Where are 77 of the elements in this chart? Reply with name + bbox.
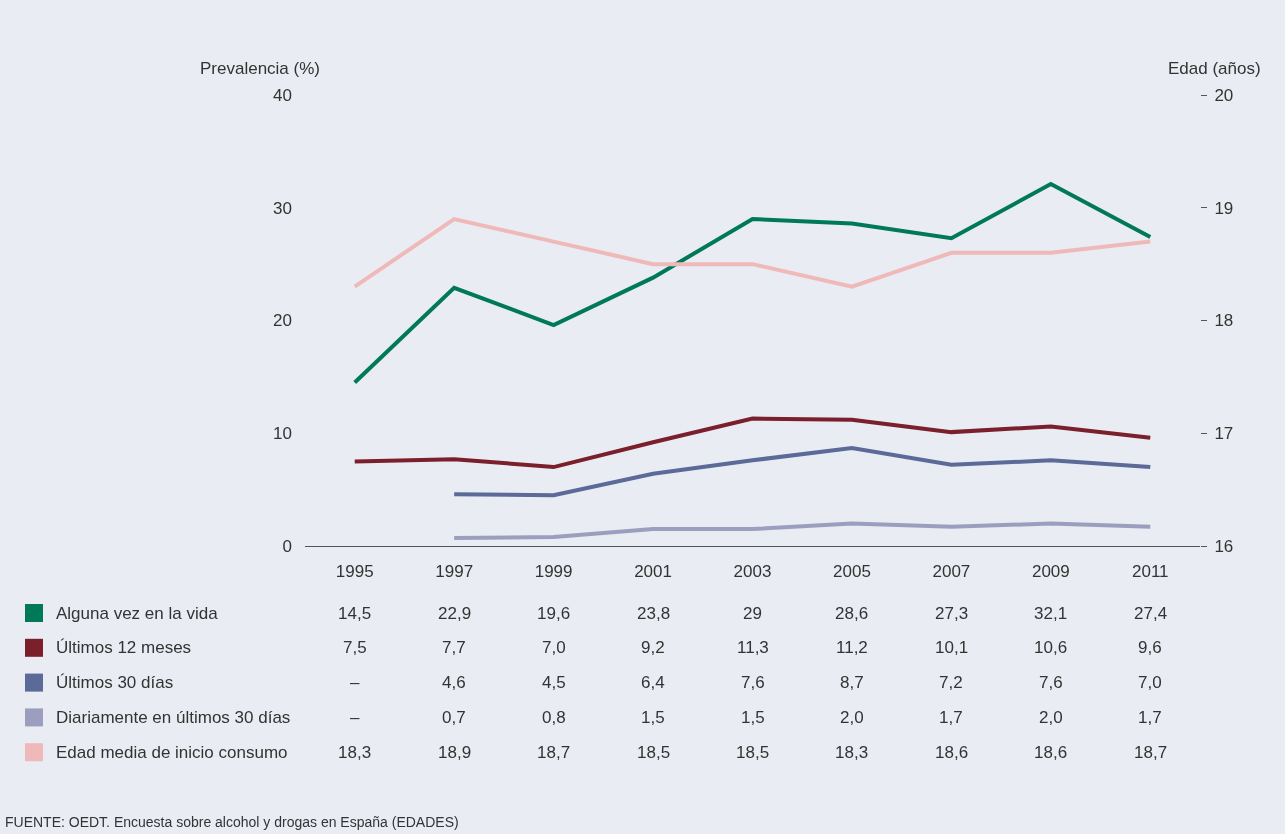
data-label: 7,5 xyxy=(343,638,367,657)
data-label: 18,9 xyxy=(438,743,472,762)
legend-label: Edad media de inicio consumo xyxy=(56,743,288,762)
data-label: 18,6 xyxy=(1034,743,1068,762)
source-note: FUENTE: OEDT. Encuesta sobre alcohol y drogas en España (EDADES) xyxy=(5,814,459,830)
data-label: 10,6 xyxy=(1034,638,1068,657)
data-label: 0,7 xyxy=(442,708,466,727)
x-tick-label: 2009 xyxy=(1031,562,1070,582)
data-label: 11,2 xyxy=(836,638,868,657)
data-label: 7,6 xyxy=(741,673,765,692)
data-label: 18,7 xyxy=(537,743,571,762)
data-label: 7,6 xyxy=(1039,673,1063,692)
x-tick-label: 2011 xyxy=(1132,562,1169,582)
y2-tick-label: 16 xyxy=(1214,536,1234,556)
data-label: 2,0 xyxy=(1039,708,1063,727)
line-series xyxy=(352,217,1153,289)
x-tick-label: 1997 xyxy=(435,562,474,582)
line-series xyxy=(452,445,1153,498)
data-label: 1,7 xyxy=(1138,708,1162,727)
data-label: 22,9 xyxy=(438,604,472,623)
data-label: 18,3 xyxy=(338,743,372,762)
text: – xyxy=(350,673,360,692)
legend-label: Últimos 12 meses xyxy=(56,638,192,657)
y-axis-title: Prevalencia (%) xyxy=(200,59,320,78)
y-tick-label: 20 xyxy=(273,311,292,331)
data-label: 23,8 xyxy=(637,604,671,623)
data-label: 8,7 xyxy=(840,673,864,692)
y-tick-label: 30 xyxy=(273,198,292,218)
legend-label: Alguna vez en la vida xyxy=(56,604,219,623)
x-tick-label: 2001 xyxy=(634,562,672,582)
data-label: 0,8 xyxy=(542,708,566,727)
legend-label: Diariamente en últimos 30 días xyxy=(56,708,291,727)
data-label: 1,5 xyxy=(641,708,665,727)
data-label: 1,7 xyxy=(939,708,963,727)
data-label: 6,4 xyxy=(641,673,665,692)
x-tick-label: 1995 xyxy=(335,562,374,582)
y-tick-label: 40 xyxy=(273,85,292,105)
data-label: 1,5 xyxy=(741,708,765,727)
data-label: 4,5 xyxy=(542,673,566,692)
y-tick-label: 10 xyxy=(273,424,292,444)
data-label: 18,5 xyxy=(637,743,671,762)
line-series xyxy=(352,182,1153,385)
data-label: 2,0 xyxy=(840,708,864,727)
data-label: 7,0 xyxy=(542,638,566,657)
x-tick-label: 1999 xyxy=(534,562,573,582)
data-label: 32,1 xyxy=(1034,604,1068,623)
data-label: 19,6 xyxy=(537,604,571,623)
data-label: 27,3 xyxy=(935,604,969,623)
data-label: 18,5 xyxy=(736,743,770,762)
data-label: 11,3 xyxy=(737,638,769,657)
data-label: 9,2 xyxy=(641,638,665,657)
data-label: 27,4 xyxy=(1134,604,1168,623)
data-label: 14,5 xyxy=(338,604,372,623)
x-tick-label: 2005 xyxy=(833,562,871,582)
data-label: 18,7 xyxy=(1134,743,1168,762)
line-series xyxy=(452,521,1153,541)
data-label: 29 xyxy=(743,604,762,623)
y2-tick-label: 18 xyxy=(1214,311,1234,331)
data-label: 7,0 xyxy=(1138,673,1162,692)
legend-label: Últimos 30 días xyxy=(56,673,174,692)
data-label: 9,6 xyxy=(1138,638,1162,657)
y2-tick-label: 17 xyxy=(1214,424,1234,444)
line-series xyxy=(352,416,1153,470)
y2-tick-label: 19 xyxy=(1214,198,1234,218)
data-label: 18,3 xyxy=(835,743,869,762)
data-label: 7,2 xyxy=(939,673,963,692)
data-label: 7,7 xyxy=(442,638,466,657)
y-tick-label: 0 xyxy=(282,536,292,556)
text: – xyxy=(350,708,360,727)
y2-tick-label: 20 xyxy=(1214,85,1234,105)
data-label: 18,6 xyxy=(935,743,969,762)
y2-axis-title: Edad (años) xyxy=(1168,59,1261,78)
x-tick-label: 2003 xyxy=(733,562,772,582)
data-label: 28,6 xyxy=(835,604,869,623)
x-tick-label: 2007 xyxy=(932,562,971,582)
data-label: 10,1 xyxy=(935,638,969,657)
data-label: 4,6 xyxy=(442,673,466,692)
